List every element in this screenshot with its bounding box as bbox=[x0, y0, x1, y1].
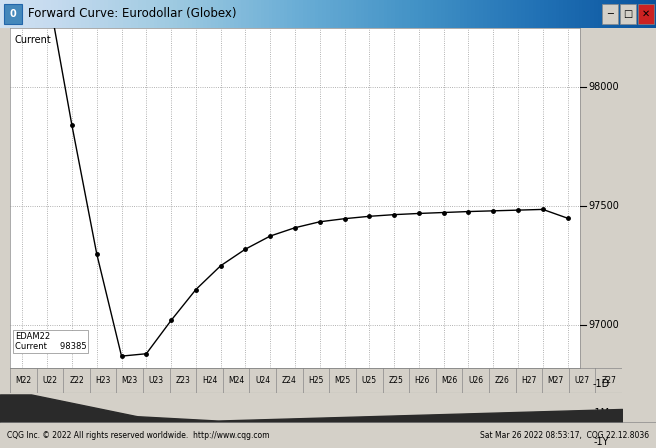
Text: U26: U26 bbox=[468, 376, 483, 385]
Text: ✕: ✕ bbox=[642, 9, 650, 19]
Text: Z22: Z22 bbox=[69, 376, 84, 385]
Text: -1M: -1M bbox=[592, 408, 610, 418]
Text: H24: H24 bbox=[202, 376, 217, 385]
Text: Z25: Z25 bbox=[388, 376, 403, 385]
Text: M22: M22 bbox=[15, 376, 31, 385]
Text: M23: M23 bbox=[121, 376, 138, 385]
Text: H23: H23 bbox=[95, 376, 111, 385]
Bar bbox=[602, 4, 618, 24]
Text: H26: H26 bbox=[415, 376, 430, 385]
Text: Z27: Z27 bbox=[602, 376, 616, 385]
Text: 97500: 97500 bbox=[588, 201, 619, 211]
Text: M24: M24 bbox=[228, 376, 244, 385]
Text: H25: H25 bbox=[308, 376, 323, 385]
Bar bbox=[4, 4, 22, 24]
Bar bbox=[638, 4, 654, 24]
Text: U23: U23 bbox=[149, 376, 164, 385]
Text: U24: U24 bbox=[255, 376, 270, 385]
Text: 0: 0 bbox=[10, 9, 16, 19]
Text: H27: H27 bbox=[521, 376, 537, 385]
Text: -1D: -1D bbox=[592, 379, 609, 388]
Text: Forward Curve: Eurodollar (Globex): Forward Curve: Eurodollar (Globex) bbox=[28, 8, 237, 21]
Text: M26: M26 bbox=[441, 376, 457, 385]
Text: 98000: 98000 bbox=[588, 82, 619, 92]
Text: □: □ bbox=[623, 9, 632, 19]
Text: M27: M27 bbox=[547, 376, 564, 385]
Text: Sat Mar 26 2022 08:53:17,  CQG 22.12.8036: Sat Mar 26 2022 08:53:17, CQG 22.12.8036 bbox=[480, 431, 649, 439]
Text: ─: ─ bbox=[607, 9, 613, 19]
Text: -1Y: -1Y bbox=[593, 436, 609, 447]
Text: U22: U22 bbox=[43, 376, 58, 385]
Text: CQG Inc. © 2022 All rights reserved worldwide.  http://www.cqg.com: CQG Inc. © 2022 All rights reserved worl… bbox=[7, 431, 269, 439]
Text: M25: M25 bbox=[335, 376, 351, 385]
Text: EDAM22
Current     98385: EDAM22 Current 98385 bbox=[15, 332, 87, 351]
Text: Z26: Z26 bbox=[495, 376, 510, 385]
Text: 97000: 97000 bbox=[588, 320, 619, 330]
Text: Z23: Z23 bbox=[176, 376, 190, 385]
Text: Current: Current bbox=[15, 35, 52, 45]
Text: U25: U25 bbox=[361, 376, 377, 385]
Bar bbox=[620, 4, 636, 24]
Text: Z24: Z24 bbox=[282, 376, 297, 385]
Text: U27: U27 bbox=[575, 376, 590, 385]
